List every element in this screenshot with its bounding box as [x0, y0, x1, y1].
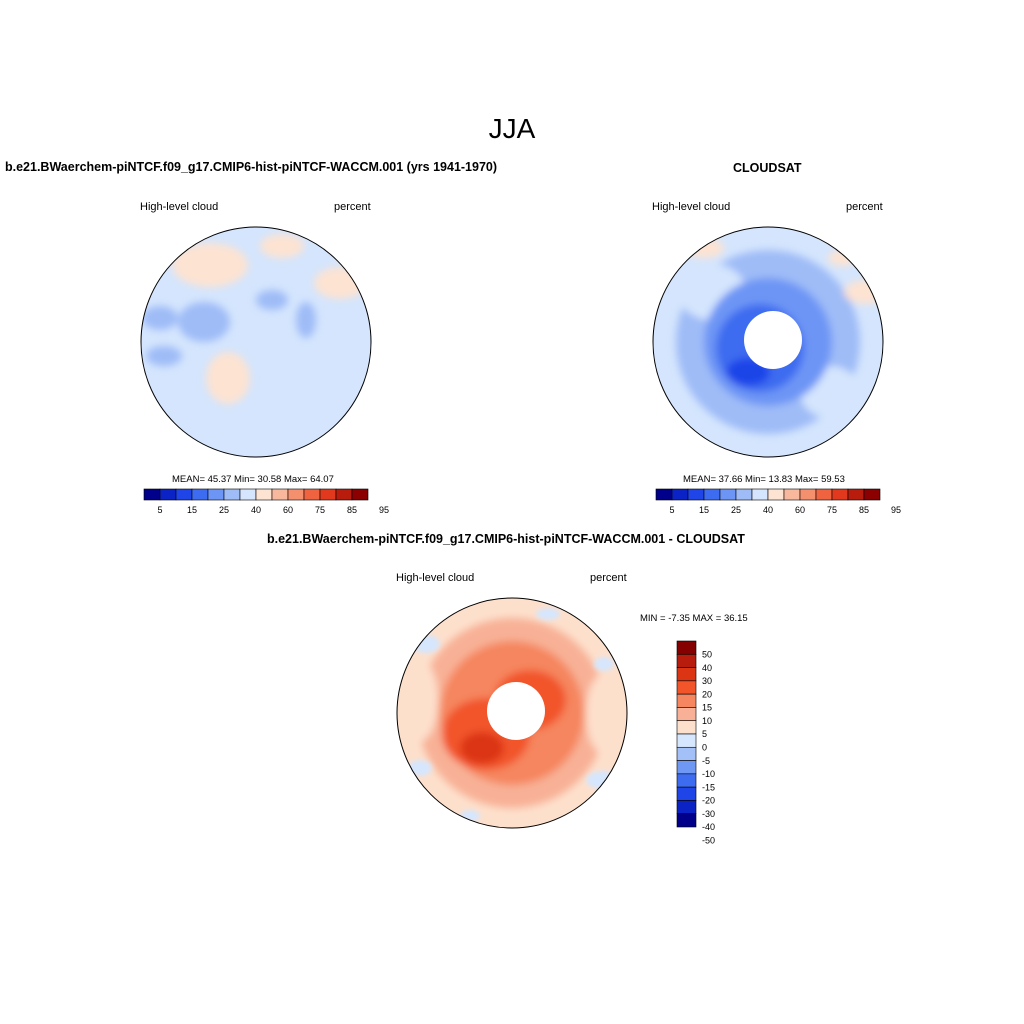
colorbar-tick-label: 40: [251, 505, 261, 515]
model-variable-label: High-level cloud: [140, 201, 219, 213]
colorbar-tick-label: -5: [702, 756, 710, 766]
model-stats: MEAN= 45.37 Min= 30.58 Max= 64.07: [172, 474, 334, 485]
colorbar-swatch: [351, 488, 369, 501]
colorbar-swatch: [847, 488, 865, 501]
colorbar-tick-label: 15: [187, 505, 197, 515]
colorbar-swatch: [676, 653, 697, 668]
colorbar-swatch: [676, 693, 697, 708]
colorbar-tick-label: 60: [795, 505, 805, 515]
colorbar-tick-label: 5: [157, 505, 162, 515]
colorbar-tick-label: -50: [702, 835, 715, 845]
colorbar-swatch: [335, 488, 353, 501]
colorbar-swatch: [815, 488, 833, 501]
colorbar-tick-label: 85: [347, 505, 357, 515]
obs-colorbar: 5 15 25 40 60 75 85 95: [655, 488, 901, 515]
colorbar-swatch: [287, 488, 305, 501]
colorbar-swatch: [676, 773, 697, 788]
colorbar-swatch: [751, 488, 769, 501]
obs-polar-map: [652, 226, 884, 458]
figure-title: JJA: [488, 113, 536, 144]
colorbar-tick-label: -20: [702, 796, 715, 806]
colorbar-tick-label: 75: [315, 505, 325, 515]
colorbar-swatch: [676, 813, 697, 828]
colorbar-swatch: [783, 488, 801, 501]
colorbar-swatch: [687, 488, 705, 501]
colorbar-swatch: [831, 488, 849, 501]
colorbar-swatch: [271, 488, 289, 501]
colorbar-swatch: [676, 720, 697, 735]
colorbar-swatch: [799, 488, 817, 501]
colorbar-tick-label: -30: [702, 809, 715, 819]
obs-stats: MEAN= 37.66 Min= 13.83 Max= 59.53: [683, 474, 845, 485]
model-units-label: percent: [334, 201, 371, 213]
colorbar-swatch: [319, 488, 337, 501]
colorbar-tick-label: 15: [702, 703, 712, 713]
obs-variable-label: High-level cloud: [652, 201, 731, 213]
colorbar-swatch: [735, 488, 753, 501]
colorbar-swatch: [676, 760, 697, 775]
diff-units-label: percent: [590, 572, 627, 584]
obs-panel-title: CLOUDSAT: [733, 161, 802, 175]
colorbar-tick-label: 0: [702, 742, 707, 752]
colorbar-tick-label: 40: [702, 663, 712, 673]
colorbar-tick-label: 85: [859, 505, 869, 515]
colorbar-tick-label: 30: [702, 676, 712, 686]
diff-variable-label: High-level cloud: [396, 572, 475, 584]
colorbar-swatch: [239, 488, 257, 501]
colorbar-tick-label: 25: [219, 505, 229, 515]
obs-units-label: percent: [846, 201, 883, 213]
model-colorbar: 5 15 25 40 60 75 85 95: [143, 488, 389, 515]
colorbar-tick-label: 25: [731, 505, 741, 515]
colorbar-swatch: [175, 488, 193, 501]
colorbar-tick-label: 20: [702, 689, 712, 699]
colorbar-tick-label: -15: [702, 782, 715, 792]
colorbar-tick-label: 40: [763, 505, 773, 515]
colorbar-swatch: [676, 746, 697, 761]
colorbar-swatch: [159, 488, 177, 501]
model-polar-map: [140, 226, 372, 458]
colorbar-swatch: [676, 680, 697, 695]
colorbar-swatch: [671, 488, 689, 501]
colorbar-tick-label: 95: [891, 505, 901, 515]
colorbar-tick-label: 75: [827, 505, 837, 515]
colorbar-swatch: [223, 488, 241, 501]
colorbar-swatch: [767, 488, 785, 501]
colorbar-swatch: [703, 488, 721, 501]
colorbar-swatch: [676, 707, 697, 722]
colorbar-swatch: [676, 667, 697, 682]
model-panel-title: b.e21.BWaerchem-piNTCF.f09_g17.CMIP6-his…: [5, 160, 498, 174]
colorbar-swatch: [719, 488, 737, 501]
colorbar-tick-label: 10: [702, 716, 712, 726]
colorbar-swatch: [655, 488, 673, 501]
colorbar-swatch: [303, 488, 321, 501]
colorbar-tick-label: 60: [283, 505, 293, 515]
colorbar-swatch: [676, 786, 697, 801]
colorbar-tick-label: -10: [702, 769, 715, 779]
colorbar-tick-label: 5: [702, 729, 707, 739]
colorbar-swatch: [255, 488, 273, 501]
diff-stats: MIN = -7.35 MAX = 36.15: [640, 613, 748, 624]
colorbar-swatch: [143, 488, 161, 501]
colorbar-swatch: [676, 800, 697, 815]
colorbar-tick-label: 50: [702, 649, 712, 659]
colorbar-swatch: [676, 733, 697, 748]
colorbar-tick-label: -40: [702, 822, 715, 832]
diff-panel-title: b.e21.BWaerchem-piNTCF.f09_g17.CMIP6-his…: [267, 532, 745, 546]
colorbar-swatch: [863, 488, 881, 501]
colorbar-tick-label: 95: [379, 505, 389, 515]
colorbar-swatch: [676, 640, 697, 655]
colorbar-tick-label: 5: [669, 505, 674, 515]
colorbar-swatch: [207, 488, 225, 501]
diff-polar-map: [396, 597, 628, 829]
colorbar-swatch: [191, 488, 209, 501]
colorbar-tick-label: 15: [699, 505, 709, 515]
